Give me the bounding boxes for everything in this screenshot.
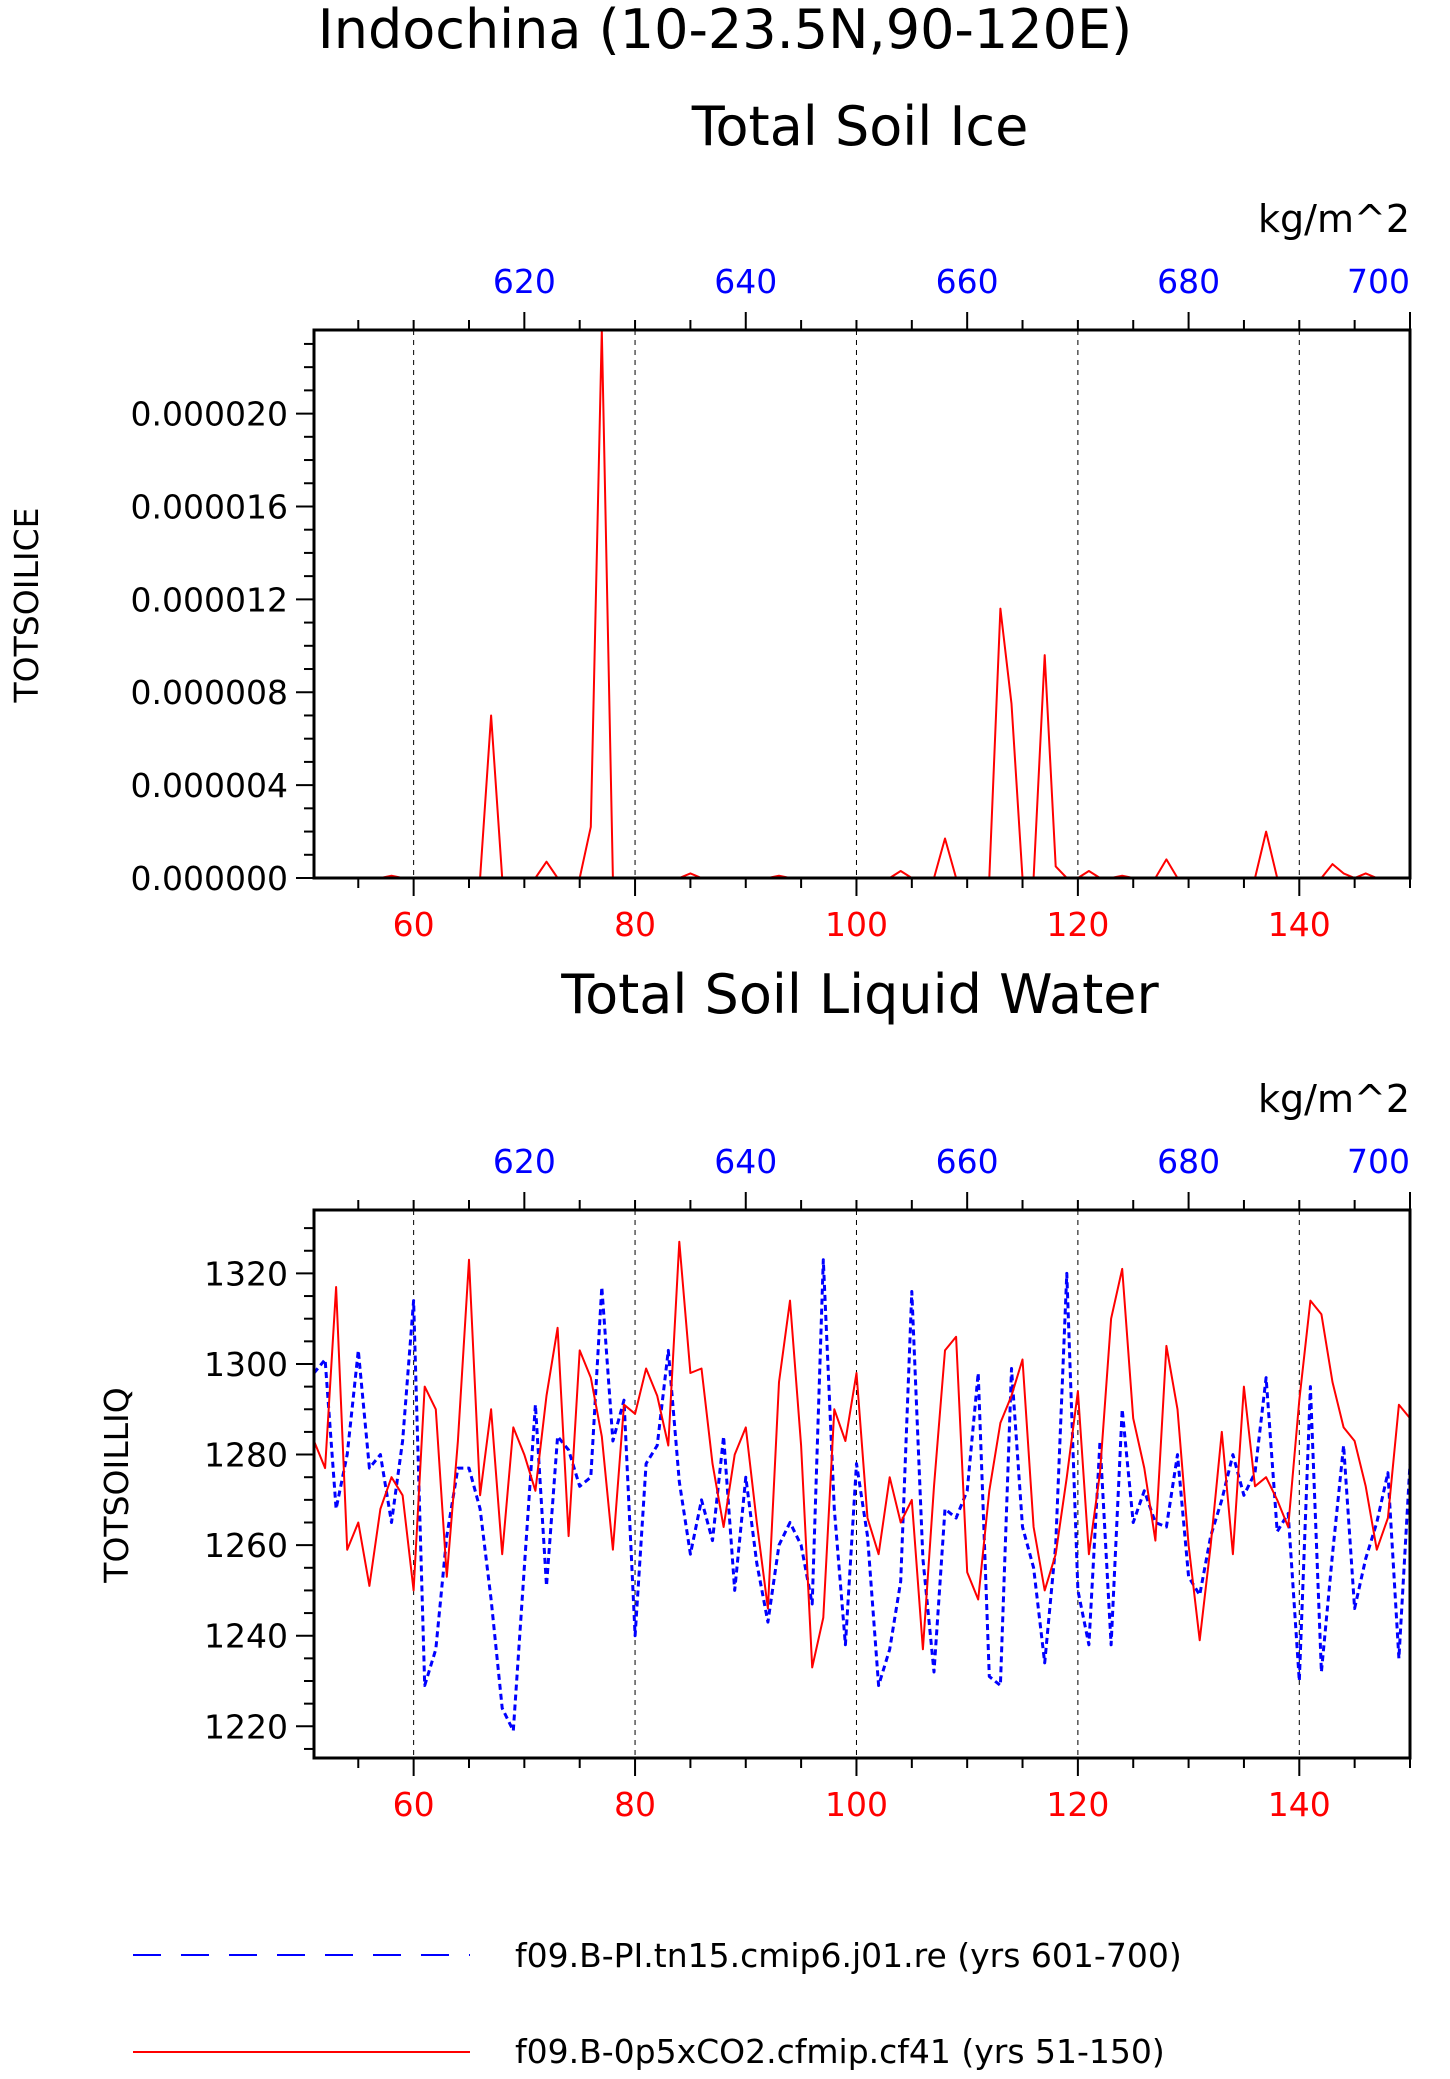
x-top-tick-label: 620 <box>493 1142 556 1181</box>
x-tick-label: 80 <box>614 1785 656 1824</box>
legend: f09.B-PI.tn15.cmip6.j01.re (yrs 601-700)… <box>133 1936 1182 2071</box>
x-top-tick-label: 660 <box>936 1142 999 1181</box>
y-tick-label: 0.000000 <box>131 859 288 898</box>
x-top-tick-label: 640 <box>714 262 777 301</box>
panel-title-liquid: Total Soil Liquid Water <box>560 963 1159 1026</box>
ticks-ice <box>296 312 1411 896</box>
series-line-pi <box>312 1258 1412 1733</box>
x-top-tick-label: 680 <box>1157 262 1220 301</box>
y-tick-label: 0.000016 <box>131 487 288 526</box>
series-ice <box>314 329 1410 879</box>
x-tick-label: 120 <box>1046 1785 1109 1824</box>
x-tick-label: 60 <box>393 905 435 944</box>
y-tick-label: 0.000020 <box>131 395 288 434</box>
x-tick-label: 120 <box>1046 905 1109 944</box>
tick-labels-ice: 60 80 100 120 140 620 640 660 680 700 0.000000 0.00… <box>131 262 1410 944</box>
series-liquid <box>312 1240 1412 1733</box>
y-tick-label: 0.000004 <box>131 766 288 805</box>
x-top-tick-label: 660 <box>936 262 999 301</box>
y-axis-label-ice: TOTSOILICE <box>7 508 46 704</box>
main-title: Indochina (10-23.5N,90-120E) <box>318 0 1132 61</box>
grid-ice <box>413 330 1300 878</box>
panel-title-ice: Total Soil Ice <box>691 95 1029 158</box>
x-tick-label: 140 <box>1268 905 1331 944</box>
top-axis-unit-ice: kg/m^2 <box>1258 197 1410 241</box>
legend-label-pi: f09.B-PI.tn15.cmip6.j01.re (yrs 601-700) <box>515 1936 1182 1975</box>
plot-frame-ice <box>312 328 1412 880</box>
x-top-tick-label: 680 <box>1157 1142 1220 1181</box>
y-axis-label-liquid: TOTSOILLIQ <box>97 1387 136 1583</box>
plot-frame-liquid <box>312 1208 1412 1760</box>
tick-labels-liquid: 60 80 100 120 140 620 640 660 680 700 1220 1240 1260… <box>204 1142 1410 1824</box>
x-top-tick-label: 700 <box>1347 1142 1410 1181</box>
panel-total-soil-ice: Total Soil Ice kg/m^2 TOTSOILICE 60 80 100… <box>7 95 1412 944</box>
panel-total-soil-liquid-water: Total Soil Liquid Water kg/m^2 TOTSOILLI… <box>97 963 1412 1824</box>
series-line-0p5xco2 <box>313 1240 1411 1669</box>
x-top-tick-label: 640 <box>714 1142 777 1181</box>
ticks-liquid <box>296 1192 1411 1776</box>
y-tick-label: 0.000008 <box>131 673 288 712</box>
x-tick-label: 80 <box>614 905 656 944</box>
y-tick-label: 1240 <box>204 1617 288 1656</box>
top-axis-unit-liquid: kg/m^2 <box>1258 1077 1410 1121</box>
y-tick-label: 0.000012 <box>131 580 288 619</box>
y-tick-label: 1260 <box>204 1526 288 1565</box>
x-tick-label: 100 <box>825 1785 888 1824</box>
legend-label-0p5xco2: f09.B-0p5xCO2.cfmip.cf41 (yrs 51-150) <box>515 2032 1165 2071</box>
y-tick-label: 1300 <box>204 1345 288 1384</box>
x-tick-label: 100 <box>825 905 888 944</box>
x-tick-label: 140 <box>1268 1785 1331 1824</box>
y-tick-label: 1220 <box>204 1707 288 1746</box>
y-tick-label: 1280 <box>204 1436 288 1475</box>
y-tick-label: 1320 <box>204 1254 288 1293</box>
series-line-0p5xco2 <box>314 329 1410 879</box>
x-top-tick-label: 620 <box>493 262 556 301</box>
x-tick-label: 60 <box>393 1785 435 1824</box>
x-top-tick-label: 700 <box>1347 262 1410 301</box>
